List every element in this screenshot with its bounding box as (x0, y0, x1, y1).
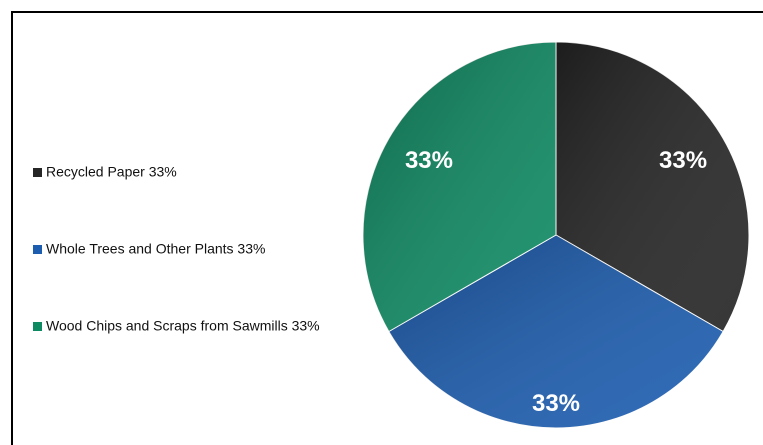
legend-label: Recycled Paper 33% (46, 164, 177, 180)
data-label: 33% (659, 147, 707, 174)
data-label: 33% (532, 390, 580, 417)
legend-swatch (33, 322, 42, 331)
legend-label: Wood Chips and Scraps from Sawmills 33% (46, 318, 320, 334)
data-label: 33% (405, 147, 453, 174)
legend-label: Whole Trees and Other Plants 33% (46, 241, 265, 257)
legend-swatch (33, 245, 42, 254)
legend-swatch (33, 168, 42, 177)
